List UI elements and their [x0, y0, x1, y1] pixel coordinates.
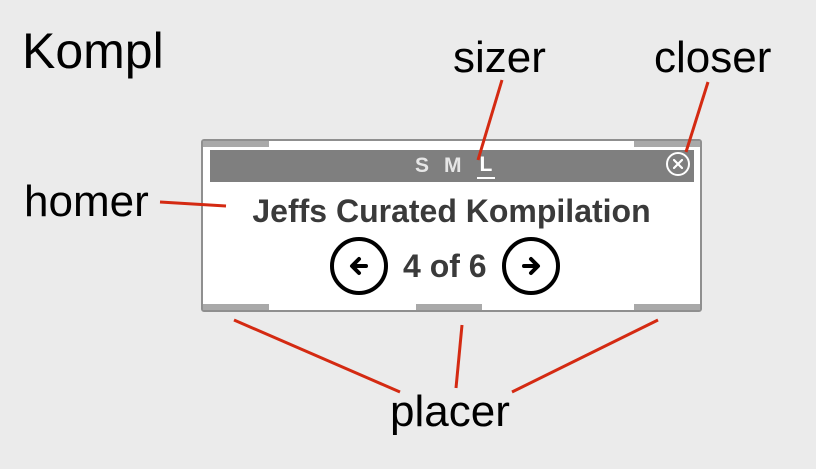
pager: 4 of 6	[330, 237, 560, 295]
placer-callout-line-center	[454, 324, 464, 389]
placer-callout-line-right	[511, 318, 659, 394]
total-pages: 6	[468, 248, 487, 284]
placer-handle-bottom-center[interactable]	[416, 304, 482, 310]
placer-callout-line-left	[233, 318, 401, 394]
sizer: S M L	[415, 153, 496, 179]
closer-callout-label: closer	[654, 33, 772, 82]
kompl-widget: S M L Jeffs Curated Kompilation 4 of 6	[201, 139, 702, 312]
homer-callout-label: homer	[24, 177, 149, 226]
widget-titlebar: S M L	[210, 150, 694, 182]
current-page: 4	[403, 248, 421, 284]
next-button[interactable]	[501, 237, 560, 295]
homer-link[interactable]: Jeffs Curated Kompilation	[252, 193, 651, 229]
placer-callout-label: placer	[390, 387, 510, 436]
previous-button[interactable]	[330, 237, 388, 295]
size-large-button[interactable]: L	[476, 153, 496, 179]
close-button[interactable]	[666, 152, 690, 176]
placer-handle-bottom-right[interactable]	[634, 304, 700, 310]
placer-handle-top-left[interactable]	[203, 141, 269, 147]
arrow-right-circle-icon	[521, 257, 540, 275]
size-small-button[interactable]: S	[415, 154, 430, 177]
page-counter: 4 of 6	[403, 247, 487, 285]
placer-handle-bottom-left[interactable]	[203, 304, 269, 310]
size-medium-button[interactable]: M	[444, 154, 462, 177]
counter-of: of	[429, 248, 460, 284]
close-circle-icon	[673, 159, 683, 169]
page-title: Kompl	[22, 23, 164, 79]
placer-handle-top-right[interactable]	[634, 141, 700, 147]
arrow-left-circle-icon	[350, 257, 368, 275]
sizer-callout-label: sizer	[453, 33, 546, 82]
